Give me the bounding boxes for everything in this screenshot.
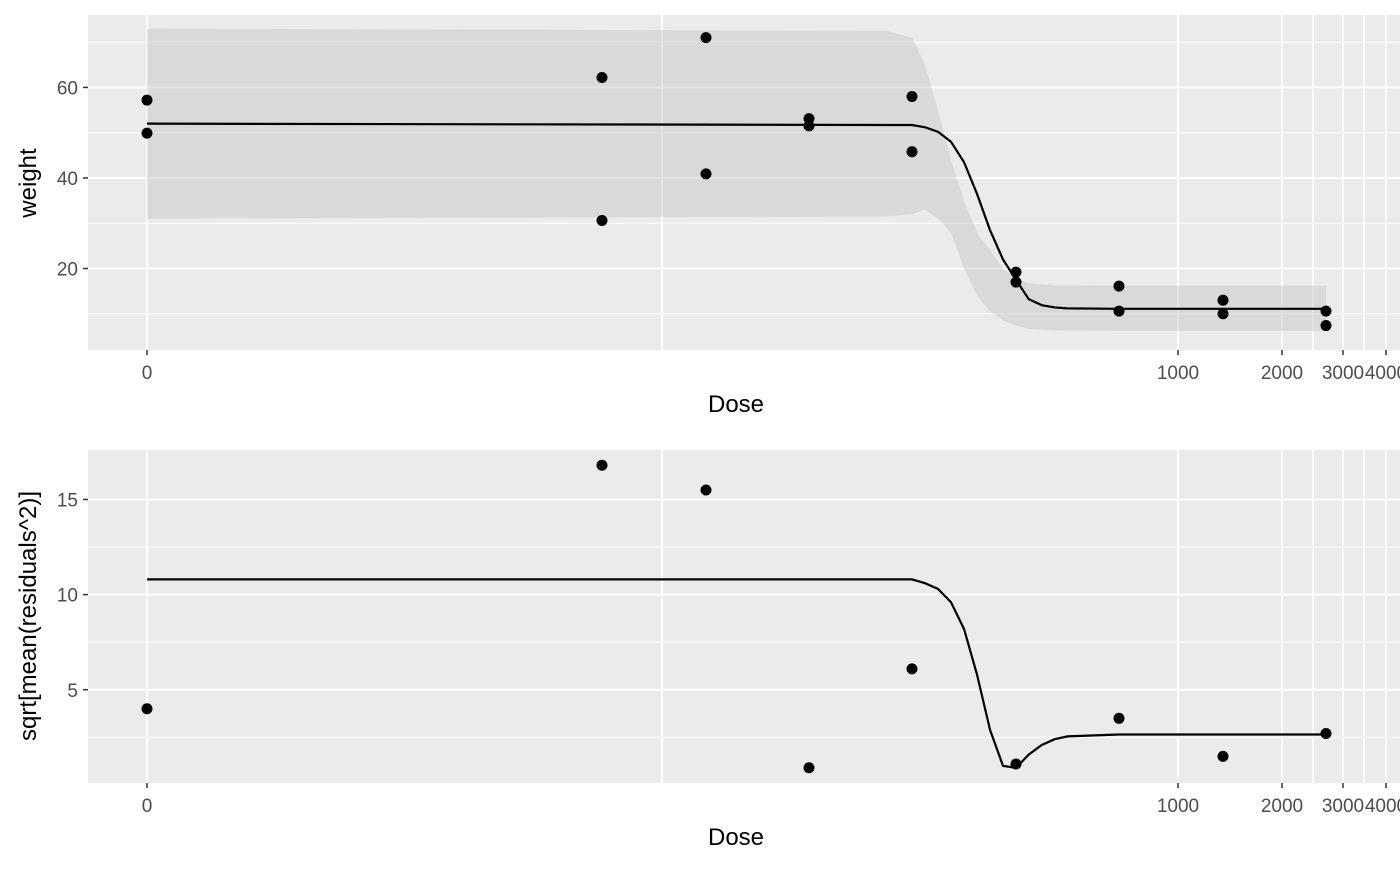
- grid-lines: [88, 450, 1400, 783]
- data-point: [141, 127, 153, 139]
- y-axis-title: sqrt[mean(residuals^2)]: [15, 491, 42, 741]
- data-point: [1320, 320, 1332, 332]
- x-tick-label: 4000: [1365, 363, 1400, 384]
- data-point: [1113, 280, 1125, 292]
- data-point: [596, 215, 608, 227]
- data-point: [1010, 758, 1022, 770]
- x-tick-label: 3000: [1322, 796, 1364, 817]
- data-point: [141, 703, 153, 715]
- y-tick-label: 5: [67, 681, 78, 702]
- x-tick-label: 4000: [1365, 796, 1400, 817]
- x-tick-label: 0: [142, 796, 153, 817]
- fit-curve: [147, 578, 1326, 769]
- y-tick-label: 15: [57, 490, 78, 511]
- x-tick-label: 2000: [1261, 796, 1303, 817]
- data-point: [803, 120, 815, 132]
- data-point: [700, 168, 712, 180]
- data-point: [700, 484, 712, 496]
- x-tick-label: 1000: [1157, 363, 1199, 384]
- x-axis-title: Dose: [708, 824, 764, 851]
- grid-lines: [88, 15, 1400, 350]
- x-tick-label: 2000: [1261, 363, 1303, 384]
- x-axis-title: Dose: [708, 391, 764, 418]
- panel-2: 5 10 15 0 1000 2000 30004000 Dose sqrt[mean(resi…: [15, 450, 1400, 851]
- data-point: [906, 146, 918, 158]
- data-point: [1217, 308, 1229, 320]
- panel-1: 20 40 60 0 1000 2000 30004000 Dose weight: [15, 15, 1400, 418]
- data-point: [1320, 305, 1332, 317]
- x-tick-label: 1000: [1157, 796, 1199, 817]
- y-tick-label: 10: [57, 586, 78, 607]
- data-point: [906, 663, 918, 675]
- data-point: [700, 32, 712, 44]
- data-point: [1113, 712, 1125, 724]
- data-point: [596, 71, 608, 83]
- data-point: [906, 90, 918, 102]
- data-point: [1217, 294, 1229, 306]
- data-point: [803, 762, 815, 774]
- x-tick-label: 0: [142, 363, 153, 384]
- x-tick-label: 3000: [1322, 363, 1364, 384]
- y-axis-title: weight: [15, 148, 42, 219]
- panel-background: [88, 450, 1400, 783]
- y-tick-label: 40: [57, 169, 78, 190]
- fit-curve: [146, 122, 1326, 310]
- data-point: [141, 94, 153, 106]
- data-point: [1010, 266, 1022, 278]
- confidence-band: [147, 28, 1326, 331]
- data-point: [1113, 305, 1125, 317]
- y-tick-label: 60: [57, 78, 78, 99]
- data-point: [1217, 750, 1229, 762]
- y-tick-label: 20: [57, 260, 78, 281]
- panel-background: [88, 15, 1400, 350]
- data-point: [1010, 276, 1022, 288]
- data-point: [1320, 728, 1332, 740]
- data-point: [596, 459, 608, 471]
